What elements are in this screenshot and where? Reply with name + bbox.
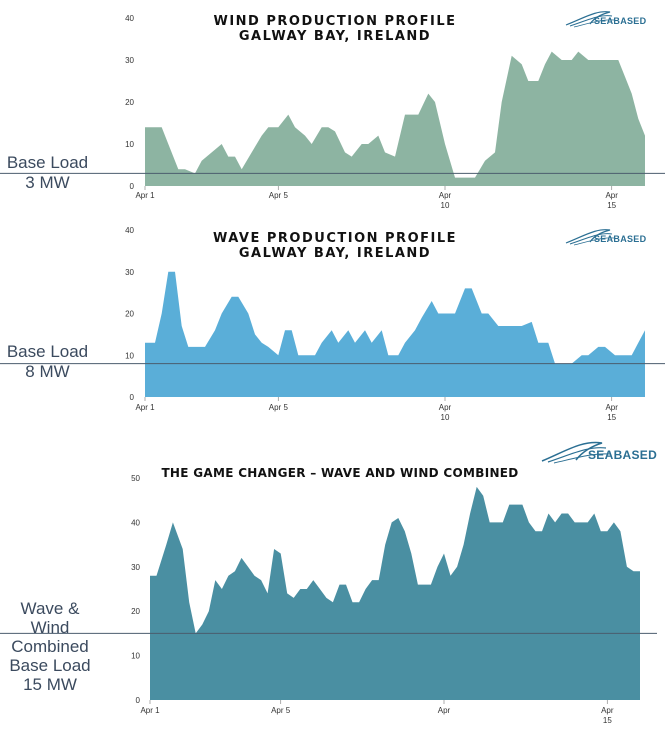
wind-base-load-line2: 3 MW	[25, 173, 70, 192]
combined-base-load-line3: Base Load	[9, 656, 91, 675]
x-tick-label: Apr	[438, 706, 451, 715]
x-tick-label: 15	[607, 201, 616, 210]
seabased-logo-top: SEABASED	[564, 6, 654, 28]
combined-base-load-line1: Wave & Wind	[20, 599, 80, 637]
y-tick-label: 40	[125, 14, 134, 23]
wave-logo-icon	[541, 441, 611, 464]
x-tick-label: Apr	[605, 191, 618, 200]
y-tick-label: 0	[130, 182, 135, 191]
combined-base-load-line2: Combined	[11, 637, 89, 656]
x-tick-label: Apr 5	[269, 403, 289, 412]
wind-title-line2: GALWAY BAY, IRELAND	[238, 29, 432, 44]
wind-title-line1: WIND PRODUCTION PROFILE	[213, 14, 457, 29]
wind-area-series	[145, 51, 645, 186]
y-tick-label: 20	[125, 98, 134, 107]
wind-chart-title: WIND PRODUCTION PROFILE GALWAY BAY, IREL…	[190, 14, 480, 44]
wave-chart-title: WAVE PRODUCTION PROFILE GALWAY BAY, IREL…	[190, 231, 480, 261]
x-tick-label: 10	[441, 413, 450, 422]
wave-title-line2: GALWAY BAY, IRELAND	[238, 246, 432, 261]
y-tick-label: 30	[125, 56, 134, 65]
y-tick-label: 20	[125, 310, 134, 319]
y-tick-label: 40	[131, 518, 140, 527]
x-tick-label: Apr 1	[140, 706, 160, 715]
x-tick-label: Apr	[601, 706, 614, 715]
y-tick-label: 10	[125, 351, 134, 360]
wave-base-load-line1: Base Load	[6, 342, 89, 361]
y-tick-label: 0	[130, 393, 135, 402]
combined-area-series	[150, 486, 640, 700]
wave-logo-icon	[565, 11, 615, 28]
seabased-logo-text: SEABASED	[588, 448, 658, 462]
y-tick-label: 0	[136, 696, 141, 705]
x-tick-label: Apr 5	[271, 706, 291, 715]
y-tick-label: 30	[125, 268, 134, 277]
combined-base-load-label: Wave & Wind Combined Base Load 15 MW	[0, 599, 100, 694]
wind-base-load-label: Base Load 3 MW	[0, 153, 95, 193]
x-tick-label: 10	[441, 201, 450, 210]
y-tick-label: 10	[131, 652, 140, 661]
seabased-logo-text: SEABASED	[594, 16, 647, 26]
y-tick-label: 10	[125, 140, 134, 149]
seabased-logo-middle: SEABASED	[564, 224, 654, 246]
wave-logo-icon	[565, 229, 615, 246]
wave-area-series	[145, 271, 645, 397]
x-tick-label: Apr 5	[269, 191, 289, 200]
seabased-logo-text: SEABASED	[594, 234, 647, 244]
combined-chart-title: THE GAME CHANGER – WAVE AND WIND COMBINE…	[130, 466, 550, 480]
wind-base-load-line1: Base Load	[6, 153, 89, 172]
wave-base-load-label: Base Load 8 MW	[0, 342, 95, 382]
x-tick-label: 15	[603, 716, 612, 725]
x-tick-label: Apr	[605, 403, 618, 412]
x-tick-label: Apr 1	[135, 403, 155, 412]
x-tick-label: Apr 1	[135, 191, 155, 200]
wave-base-load-line2: 8 MW	[25, 362, 70, 381]
wave-title-line1: WAVE PRODUCTION PROFILE	[212, 231, 457, 246]
y-tick-label: 40	[125, 226, 134, 235]
x-tick-label: Apr	[439, 403, 452, 412]
x-tick-label: Apr	[439, 191, 452, 200]
x-tick-label: 15	[607, 413, 616, 422]
combined-base-load-line4: 15 MW	[23, 675, 77, 694]
combined-title-line1: THE GAME CHANGER – WAVE AND WIND COMBINE…	[161, 466, 519, 480]
y-tick-label: 30	[131, 563, 140, 572]
y-tick-label: 20	[131, 607, 140, 616]
seabased-logo-bottom: SEABASED	[540, 436, 662, 464]
y-tick-label: 50	[131, 474, 140, 483]
